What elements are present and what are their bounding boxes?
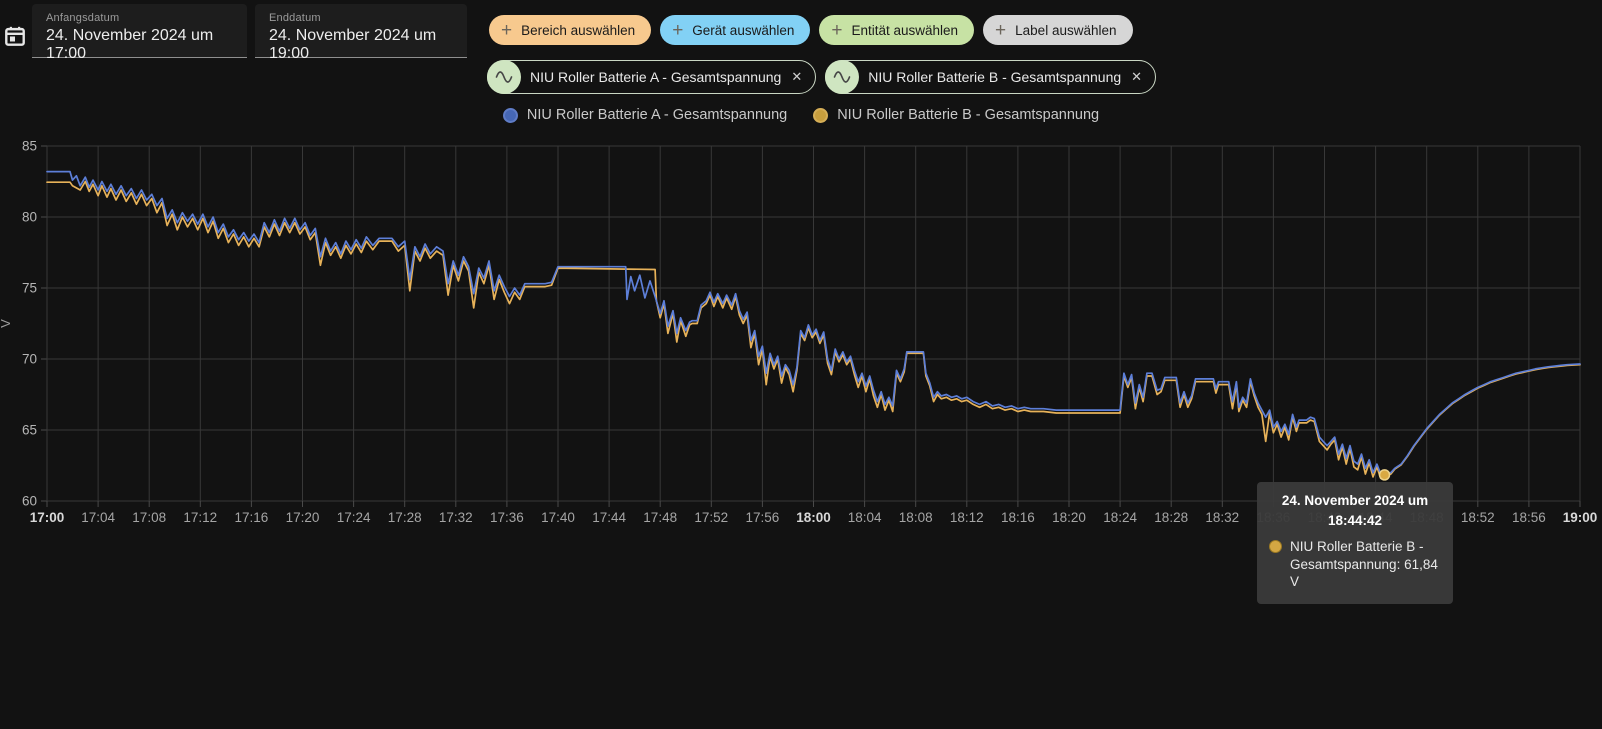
entity-chip-label: NIU Roller Batterie A - Gesamtspannung [530, 69, 782, 85]
x-tick-label: 18:12 [950, 510, 984, 525]
x-tick-label: 18:32 [1205, 510, 1239, 525]
entity-chip-label: NIU Roller Batterie B - Gesamtspannung [868, 69, 1122, 85]
legend-item-battery-b[interactable]: NIU Roller Batterie B - Gesamtspannung [813, 107, 1099, 123]
y-axis-title: V [0, 319, 13, 328]
select-label-label: Label auswählen [1015, 22, 1117, 38]
y-tick-label: 75 [22, 281, 37, 296]
x-tick-label: 18:04 [848, 510, 882, 525]
x-tick-label: 17:28 [388, 510, 422, 525]
x-tick-label: 17:20 [286, 510, 320, 525]
x-tick-label: 17:36 [490, 510, 524, 525]
calendar-icon[interactable] [4, 25, 26, 47]
sine-wave-icon [487, 60, 521, 94]
x-tick-label: 17:00 [30, 510, 65, 525]
x-tick-label: 18:08 [899, 510, 933, 525]
end-date-field[interactable]: Enddatum 24. November 2024 um 19:00 [255, 4, 467, 62]
x-tick-label: 18:56 [1512, 510, 1546, 525]
y-tick-label: 80 [22, 210, 37, 225]
y-tick-label: 65 [22, 423, 37, 438]
entity-chip-battery-b[interactable]: NIU Roller Batterie B - Gesamtspannung ✕ [825, 60, 1157, 94]
tooltip-date: 24. November 2024 um [1281, 493, 1429, 508]
x-tick-label: 18:16 [1001, 510, 1035, 525]
tooltip-time: 18:44:42 [1327, 512, 1383, 528]
chart-legend: NIU Roller Batterie A - Gesamtspannung N… [0, 107, 1602, 123]
end-date-value: 24. November 2024 um 19:00 [269, 27, 437, 62]
end-date-label: Enddatum [269, 12, 321, 24]
x-tick-label: 17:32 [439, 510, 473, 525]
plus-icon: + [995, 19, 1007, 41]
x-tick-label: 17:16 [235, 510, 269, 525]
close-icon[interactable]: ✕ [791, 69, 803, 84]
select-entity-label: Entität auswählen [851, 22, 959, 38]
chart-tooltip: 24. November 2024 um 18:44:42 NIU Roller… [1257, 482, 1453, 604]
x-tick-label: 18:28 [1154, 510, 1188, 525]
y-tick-label: 60 [22, 494, 37, 509]
x-tick-label: 17:48 [643, 510, 677, 525]
hover-point-marker [1378, 469, 1391, 481]
x-tick-label: 17:04 [81, 510, 115, 525]
x-tick-label: 19:00 [1563, 510, 1598, 525]
select-entity-chip[interactable]: + Entität auswählen [819, 15, 975, 45]
x-tick-label: 17:40 [541, 510, 575, 525]
x-tick-label: 17:08 [132, 510, 166, 525]
tooltip-entity-row: NIU Roller Batterie B - Gesamtspannung: … [1269, 538, 1441, 591]
series-line-battery-a [46, 170, 1581, 476]
legend-dot-amber [813, 107, 829, 123]
select-device-chip[interactable]: + Gerät auswählen [660, 15, 811, 45]
legend-label: NIU Roller Batterie B - Gesamtspannung [837, 107, 1100, 123]
plus-icon: + [672, 19, 684, 41]
select-device-label: Gerät auswählen [692, 22, 795, 38]
tooltip-entity-value: NIU Roller Batterie B - Gesamtspannung: … [1290, 539, 1438, 590]
legend-label: NIU Roller Batterie A - Gesamtspannung [526, 107, 788, 123]
x-tick-label: 18:00 [796, 510, 831, 525]
start-date-field[interactable]: Anfangsdatum 24. November 2024 um 17:00 [32, 4, 247, 62]
y-tick-label: 70 [22, 352, 37, 367]
x-tick-label: 17:56 [746, 510, 780, 525]
select-area-chip[interactable]: + Bereich auswählen [489, 15, 652, 45]
y-tick-label: 85 [22, 139, 37, 154]
x-tick-label: 18:24 [1103, 510, 1137, 525]
plus-icon: + [501, 19, 513, 41]
x-tick-label: 17:44 [592, 510, 626, 525]
start-date-value: 24. November 2024 um 17:00 [46, 27, 214, 62]
x-tick-label: 18:52 [1461, 510, 1495, 525]
filter-chip-row: + Bereich auswählen + Gerät auswählen + … [489, 15, 1133, 45]
close-icon[interactable]: ✕ [1131, 69, 1143, 84]
x-tick-label: 17:52 [694, 510, 728, 525]
select-area-label: Bereich auswählen [521, 22, 636, 38]
x-tick-label: 17:12 [183, 510, 217, 525]
plus-icon: + [831, 19, 843, 41]
legend-dot-blue [502, 107, 518, 123]
tooltip-series-dot [1269, 540, 1282, 554]
legend-item-battery-a[interactable]: NIU Roller Batterie A - Gesamtspannung [502, 107, 788, 123]
select-label-chip[interactable]: + Label auswählen [983, 15, 1133, 45]
start-date-label: Anfangsdatum [46, 12, 120, 24]
x-tick-label: 17:24 [337, 510, 371, 525]
entity-chip-row: NIU Roller Batterie A - Gesamtspannung ✕… [487, 60, 1157, 94]
entity-chip-battery-a[interactable]: NIU Roller Batterie A - Gesamtspannung ✕ [487, 60, 817, 94]
x-tick-label: 18:20 [1052, 510, 1086, 525]
sine-wave-icon [825, 60, 860, 94]
